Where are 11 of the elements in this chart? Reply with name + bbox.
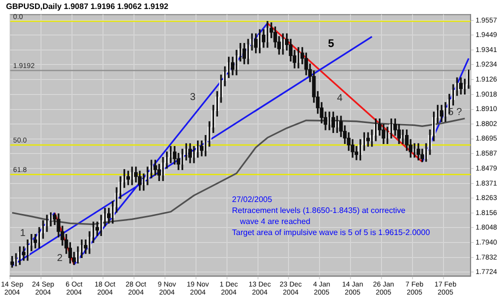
annotation: 27/02/2005 [232, 195, 273, 204]
annotation: Retracement levels (1.8650-1.8435) at corrective [232, 206, 406, 216]
chart-title: GBPUSD,Daily 1.9087 1.9196 1.9062 1.9192 [6, 2, 169, 12]
annotation: 1 [20, 228, 26, 239]
annotation: Target area of impulsive wave is 5 of 5 is 1.9615-2.0000 [232, 228, 430, 238]
annotation: 3 [190, 92, 196, 103]
annotation: 5 [328, 38, 334, 50]
annotation: 2 [57, 252, 63, 264]
annotation: wave 4 are reached [239, 217, 310, 226]
annotation: 5 ? [448, 106, 462, 118]
annotation: 4 [337, 92, 343, 104]
